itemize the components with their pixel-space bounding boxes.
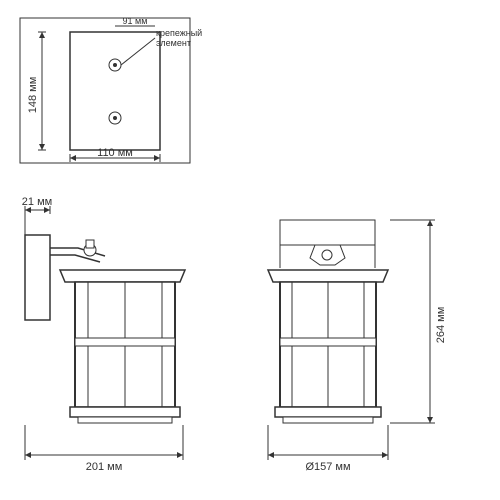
fastener-label-2: элемент	[156, 38, 191, 48]
mount-width-label: 110 мм	[97, 147, 133, 159]
front-height-label: 264 мм	[435, 307, 447, 344]
side-view-section: 21 мм 201 мм	[22, 196, 185, 473]
technical-drawing: 148 мм 110 мм 91 мм крепежный элемент 21…	[0, 0, 500, 500]
fastener-label-1: крепежный	[156, 28, 202, 38]
side-width-label: 201 мм	[86, 461, 123, 473]
depth-label: 21 мм	[22, 196, 52, 208]
front-diameter-label: Ø157 мм	[305, 461, 350, 473]
hole-spacing-label: 91 мм	[123, 16, 148, 26]
mount-height-label: 148 мм	[27, 77, 39, 114]
mount-plate-section: 148 мм 110 мм 91 мм крепежный элемент	[20, 16, 202, 163]
front-view-section: Ø157 мм 264 мм	[268, 220, 447, 473]
